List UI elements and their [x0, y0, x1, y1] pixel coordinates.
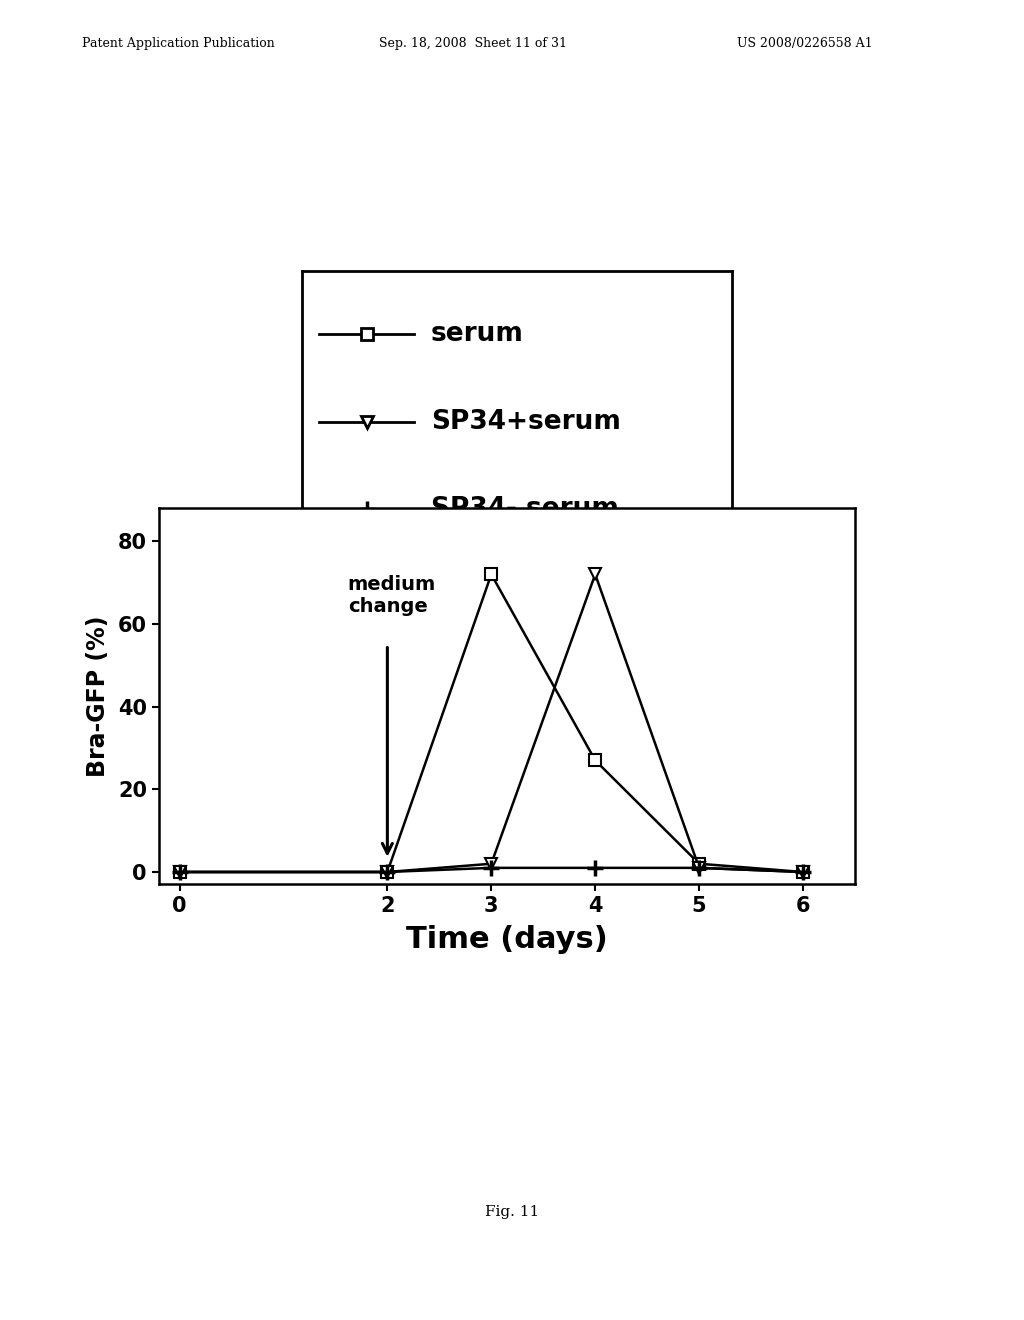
X-axis label: Time (days): Time (days) [406, 924, 608, 953]
Text: SP34- serum: SP34- serum [431, 496, 618, 521]
Text: medium
change: medium change [348, 574, 436, 615]
Text: US 2008/0226558 A1: US 2008/0226558 A1 [737, 37, 872, 50]
Y-axis label: Bra-GFP (%): Bra-GFP (%) [86, 615, 110, 777]
Text: Fig. 11: Fig. 11 [485, 1205, 539, 1218]
Text: serum: serum [431, 322, 524, 347]
Text: SP34+serum: SP34+serum [431, 409, 621, 434]
Text: Patent Application Publication: Patent Application Publication [82, 37, 274, 50]
Text: Sep. 18, 2008  Sheet 11 of 31: Sep. 18, 2008 Sheet 11 of 31 [379, 37, 567, 50]
